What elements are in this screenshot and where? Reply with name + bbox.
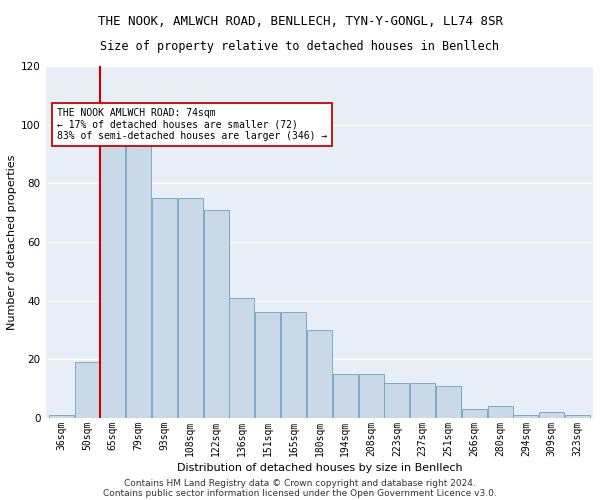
Bar [229, 298, 254, 418]
Bar [152, 198, 177, 418]
Bar [281, 312, 306, 418]
Bar [514, 415, 538, 418]
Text: THE NOOK, AMLWCH ROAD, BENLLECH, TYN-Y-GONGL, LL74 8SR: THE NOOK, AMLWCH ROAD, BENLLECH, TYN-Y-G… [97, 15, 503, 28]
Bar [203, 210, 229, 418]
Text: Contains HM Land Registry data © Crown copyright and database right 2024.: Contains HM Land Registry data © Crown c… [124, 478, 476, 488]
Bar [307, 330, 332, 418]
Text: THE NOOK AMLWCH ROAD: 74sqm
← 17% of detached houses are smaller (72)
83% of sem: THE NOOK AMLWCH ROAD: 74sqm ← 17% of det… [56, 108, 327, 142]
Bar [49, 415, 74, 418]
Bar [255, 312, 280, 418]
Bar [462, 410, 487, 418]
Bar [488, 406, 512, 418]
Bar [178, 198, 203, 418]
Bar [332, 374, 358, 418]
Bar [410, 383, 435, 418]
Bar [565, 415, 590, 418]
Bar [385, 383, 409, 418]
Bar [436, 386, 461, 418]
Text: Contains public sector information licensed under the Open Government Licence v3: Contains public sector information licen… [103, 488, 497, 498]
Bar [359, 374, 383, 418]
Y-axis label: Number of detached properties: Number of detached properties [7, 154, 17, 330]
Bar [74, 362, 100, 418]
Text: Size of property relative to detached houses in Benllech: Size of property relative to detached ho… [101, 40, 499, 53]
Bar [100, 142, 125, 418]
Bar [539, 412, 564, 418]
X-axis label: Distribution of detached houses by size in Benllech: Distribution of detached houses by size … [176, 463, 462, 473]
Bar [126, 142, 151, 418]
